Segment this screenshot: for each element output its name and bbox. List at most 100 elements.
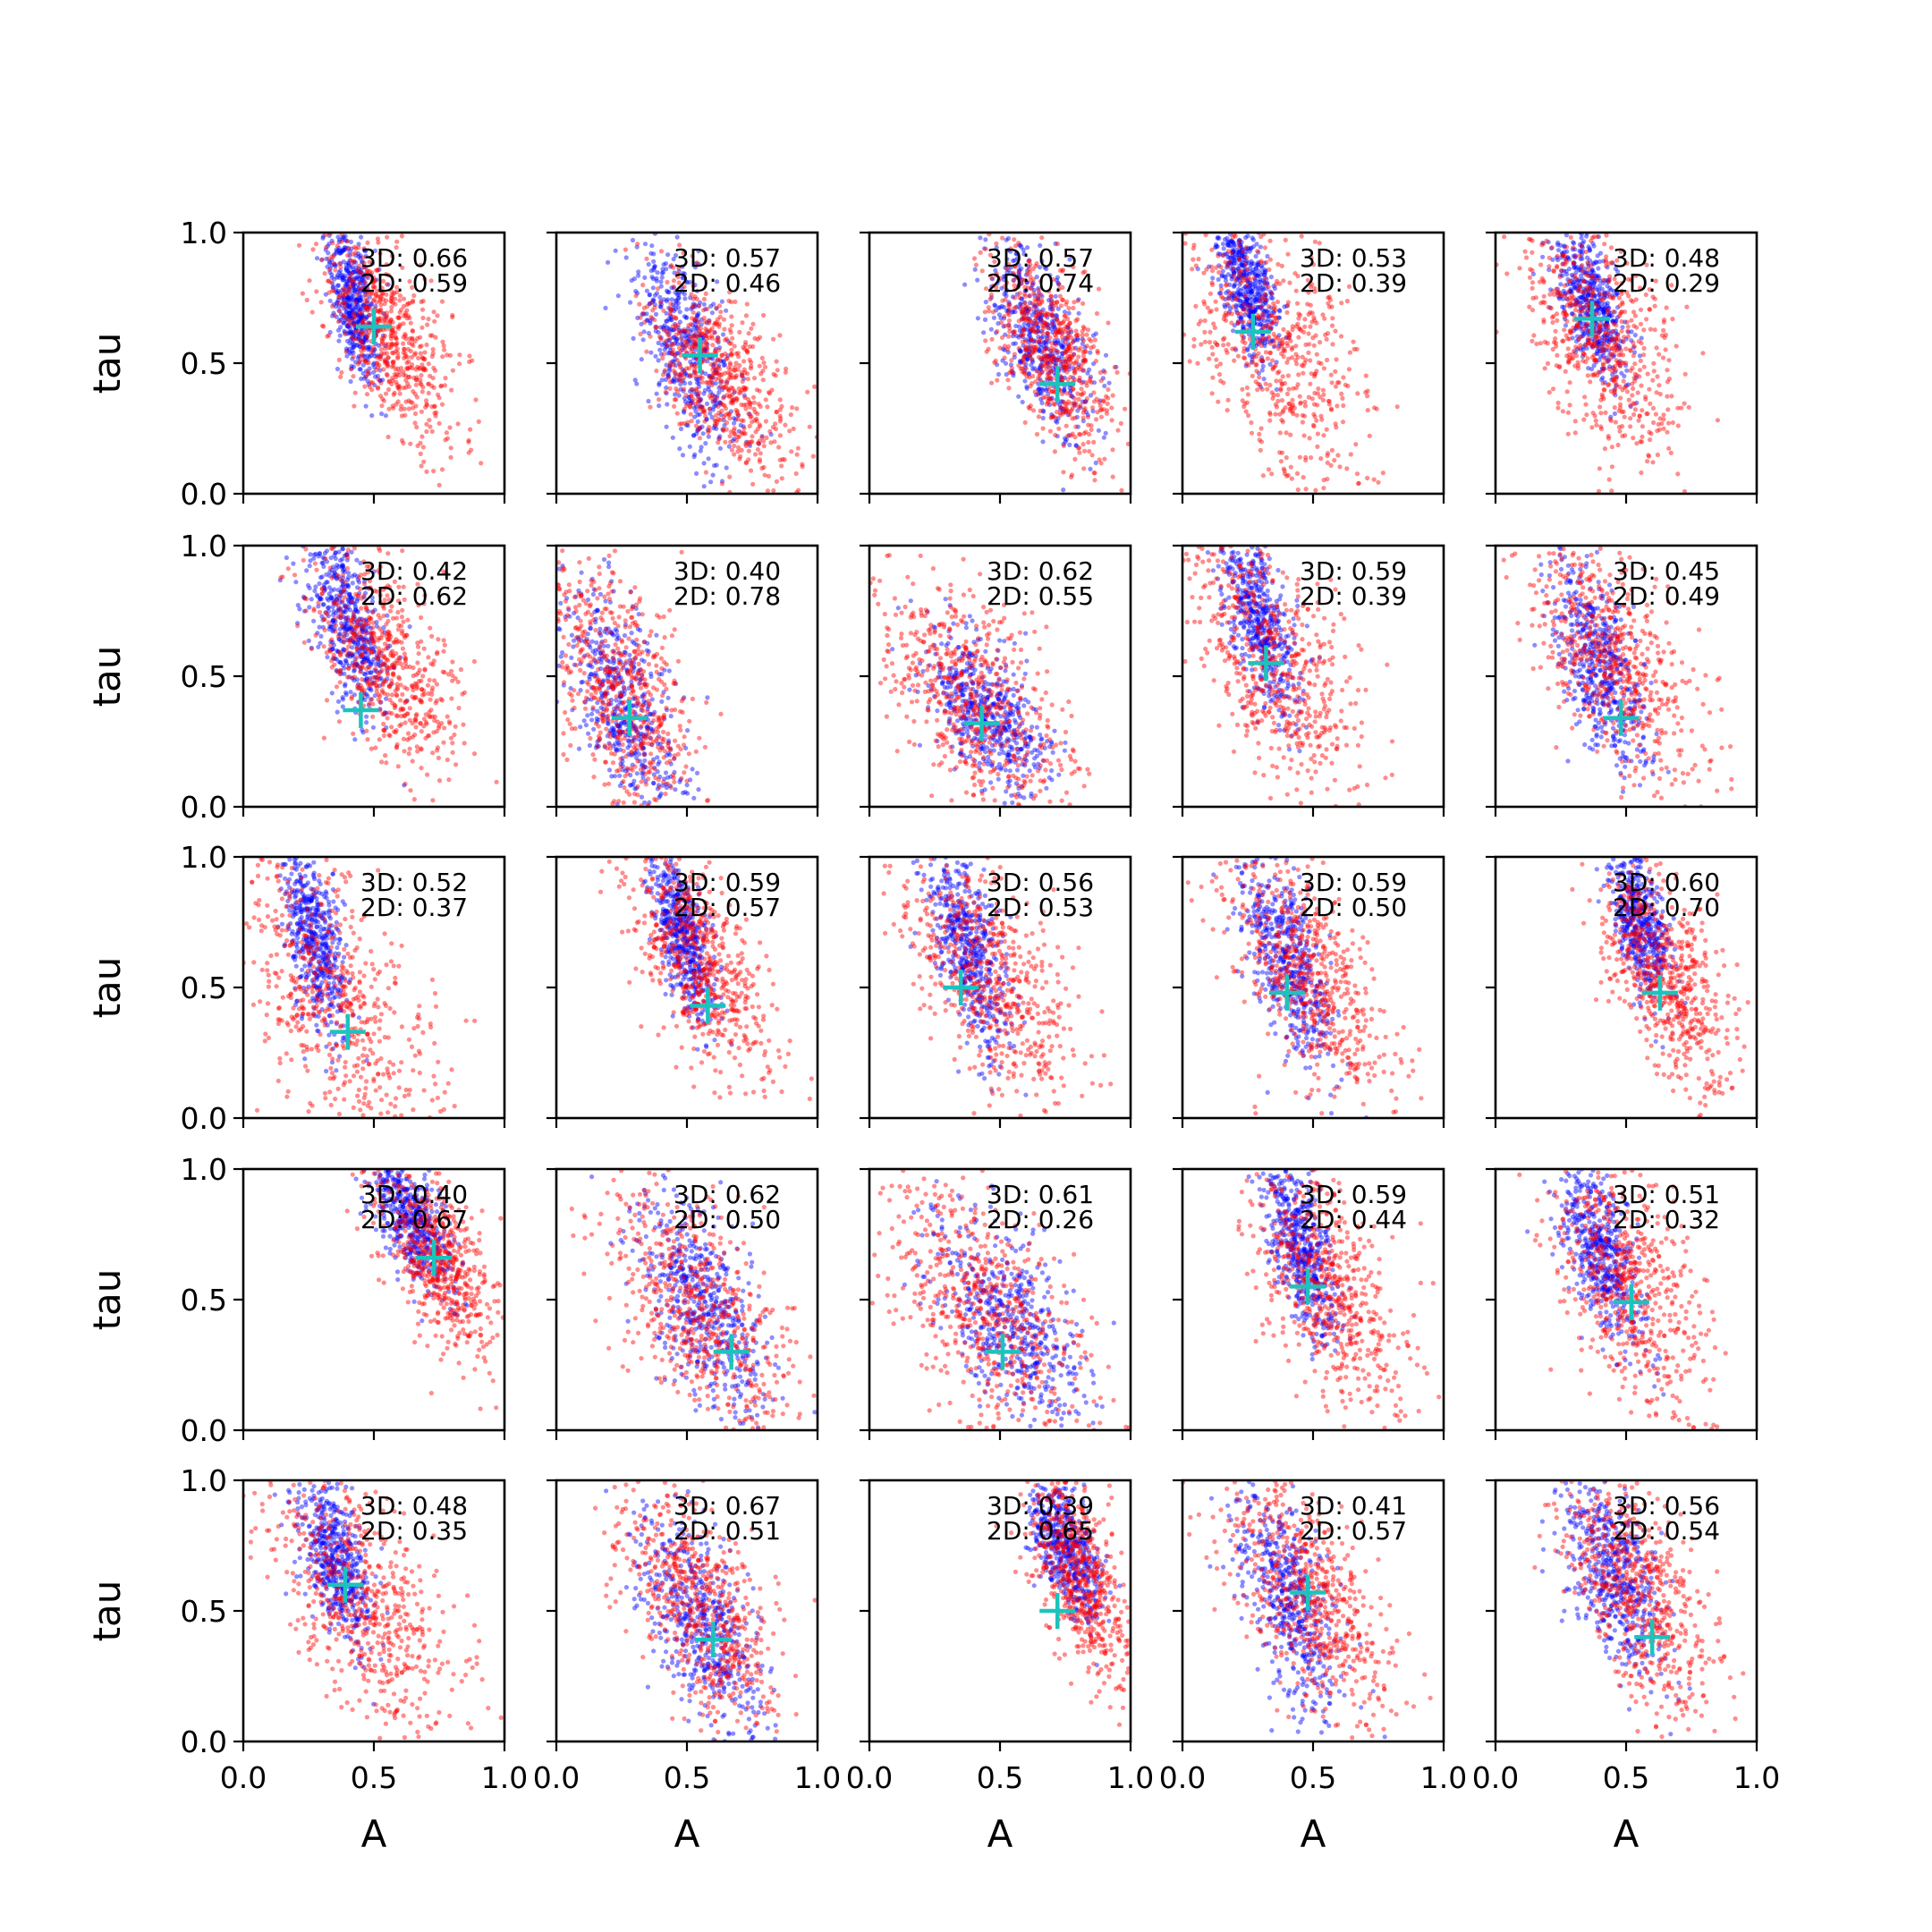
blue-point [1014, 256, 1021, 261]
red-point [1066, 332, 1072, 337]
blue-point [699, 404, 705, 410]
red-point [1312, 289, 1318, 294]
blue-point [659, 270, 665, 275]
red-point [1004, 280, 1010, 285]
red-point [384, 351, 389, 356]
blue-point [349, 335, 354, 341]
blue-point [330, 284, 335, 290]
blue-point [1246, 260, 1251, 266]
red-point [358, 338, 364, 343]
red-point [394, 245, 399, 250]
red-point [1254, 353, 1259, 360]
red-point [1036, 288, 1041, 293]
red-point [389, 364, 394, 369]
red-point [1251, 275, 1257, 281]
red-point [412, 338, 418, 344]
red-point [1281, 348, 1286, 353]
blue-point [343, 267, 349, 273]
red-point [727, 375, 733, 380]
red-point [1284, 360, 1290, 365]
red-point [1082, 349, 1088, 354]
red-point [1045, 331, 1050, 336]
blue-point [355, 302, 360, 308]
red-point [1292, 271, 1298, 276]
red-point [376, 240, 381, 245]
blue-point [1029, 362, 1034, 368]
blue-point [360, 335, 366, 341]
blue-point [1265, 253, 1270, 259]
red-point [737, 329, 742, 335]
red-point [1191, 246, 1196, 251]
blue-point [694, 288, 700, 293]
red-point [736, 390, 741, 395]
blue-point [665, 325, 670, 330]
blue-point [1063, 335, 1069, 341]
blue-point [1059, 405, 1064, 411]
red-point [1272, 304, 1277, 309]
blue-point [634, 244, 640, 250]
red-point [733, 365, 738, 370]
blue-point [1578, 301, 1583, 306]
red-point [674, 316, 679, 321]
blue-point [1255, 263, 1260, 268]
blue-point [694, 431, 699, 436]
blue-point [635, 291, 640, 296]
blue-point [352, 276, 357, 282]
red-point [716, 335, 721, 341]
blue-point [661, 297, 667, 302]
blue-point [1248, 246, 1253, 251]
red-point [707, 425, 712, 430]
red-point [1095, 350, 1100, 355]
blue-point [1593, 325, 1598, 330]
blue-point [1043, 345, 1048, 351]
red-point [711, 370, 716, 376]
blue-point [352, 282, 357, 287]
blue-point [353, 265, 359, 270]
red-point [415, 443, 420, 448]
red-point [777, 419, 783, 424]
blue-point [721, 359, 727, 364]
blue-point [1004, 269, 1010, 275]
blue-point [375, 352, 380, 359]
red-point [657, 397, 662, 402]
blue-point [687, 337, 692, 343]
blue-point [631, 335, 636, 341]
blue-point [1019, 277, 1024, 283]
red-point [1102, 369, 1107, 375]
red-point [403, 399, 409, 404]
red-point [1023, 347, 1029, 352]
blue-point [356, 242, 361, 247]
blue-point [659, 377, 665, 383]
red-point [447, 425, 453, 430]
blue-point [1614, 291, 1620, 296]
red-point [1320, 312, 1326, 318]
blue-point [1060, 351, 1065, 356]
red-point [331, 261, 337, 267]
red-point [1229, 291, 1234, 296]
red-point [1064, 369, 1070, 375]
blue-point [331, 301, 336, 307]
blue-point [1231, 250, 1236, 255]
red-point [436, 482, 442, 488]
blue-point [1591, 276, 1597, 282]
red-point [677, 242, 682, 248]
red-point [418, 440, 423, 445]
blue-point [360, 313, 366, 318]
red-point [1022, 284, 1028, 290]
blue-point [1248, 269, 1253, 275]
blue-point [356, 297, 361, 302]
red-point [1326, 301, 1331, 306]
red-point [1267, 267, 1272, 273]
blue-point [1034, 302, 1039, 308]
red-point [743, 461, 749, 466]
blue-point [1046, 326, 1051, 331]
blue-point [345, 245, 351, 250]
red-point [1080, 392, 1085, 397]
red-point [1075, 333, 1080, 338]
blue-point [1602, 338, 1607, 343]
blue-point [362, 353, 368, 359]
blue-point [351, 293, 356, 299]
red-point [774, 409, 779, 414]
red-point [1009, 366, 1014, 371]
red-point [1365, 475, 1370, 481]
